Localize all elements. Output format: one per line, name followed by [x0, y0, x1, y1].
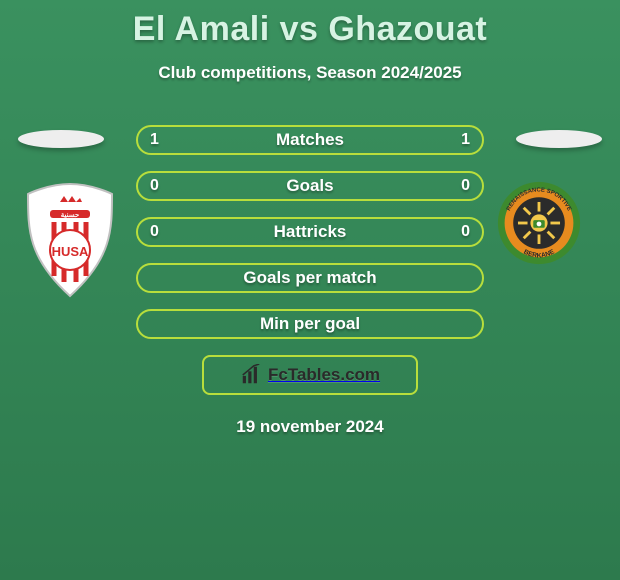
- berkane-crest-icon: RENAISSANCE SPORTIVE BERKANE: [496, 180, 582, 266]
- footer-date: 19 november 2024: [0, 417, 620, 437]
- subtitle: Club competitions, Season 2024/2025: [0, 63, 620, 83]
- fctables-badge[interactable]: FcTables.com: [202, 355, 418, 395]
- stat-row-goals: 0 Goals 0: [136, 171, 484, 201]
- husa-crest-icon: حسنية HUSA: [20, 180, 120, 300]
- stat-label: Goals: [286, 176, 333, 196]
- stat-right: 0: [461, 177, 470, 195]
- stat-label: Min per goal: [260, 314, 360, 334]
- stat-label: Hattricks: [274, 222, 347, 242]
- stat-right: 1: [461, 131, 470, 149]
- stat-row-min-per-goal: Min per goal: [136, 309, 484, 339]
- crest-right: RENAISSANCE SPORTIVE BERKANE: [496, 180, 596, 300]
- stat-row-matches: 1 Matches 1: [136, 125, 484, 155]
- stat-left: 0: [150, 223, 159, 241]
- stat-left: 1: [150, 131, 159, 149]
- nub-left: [18, 130, 104, 148]
- stat-label: Matches: [276, 130, 344, 150]
- badge-text: FcTables.com: [268, 365, 380, 385]
- stat-right: 0: [461, 223, 470, 241]
- page-title: El Amali vs Ghazouat: [0, 0, 620, 49]
- svg-text:حسنية: حسنية: [61, 212, 80, 219]
- nub-right: [516, 130, 602, 148]
- husa-text: HUSA: [52, 244, 89, 259]
- crest-left: حسنية HUSA: [20, 180, 120, 300]
- bar-chart-icon: [240, 364, 262, 386]
- stat-left: 0: [150, 177, 159, 195]
- stat-row-goals-per-match: Goals per match: [136, 263, 484, 293]
- stat-row-hattricks: 0 Hattricks 0: [136, 217, 484, 247]
- stat-label: Goals per match: [243, 268, 376, 288]
